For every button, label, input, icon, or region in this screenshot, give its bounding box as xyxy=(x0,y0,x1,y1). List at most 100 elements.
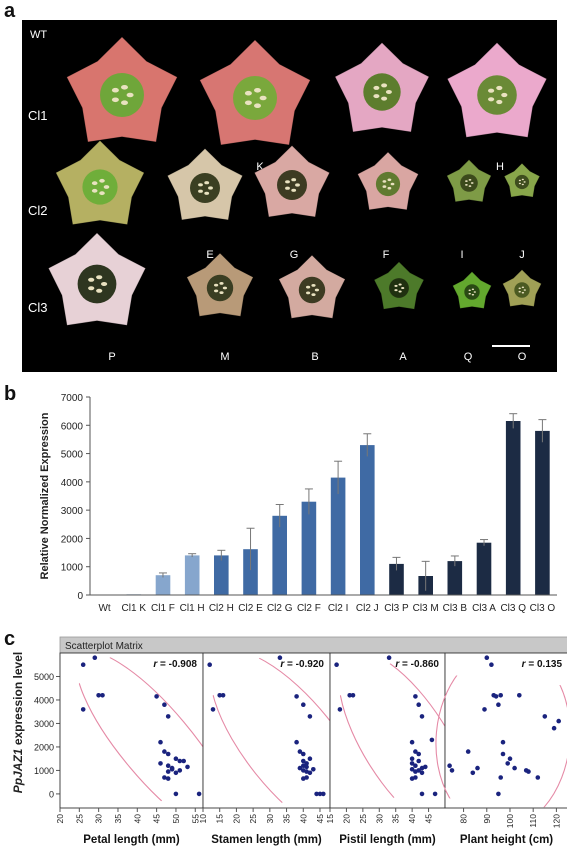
scatter-x-tick-label: 40 xyxy=(298,814,308,824)
scatter-point xyxy=(409,776,415,781)
scatter-point xyxy=(165,763,171,768)
scatter-x-tick-label: 25 xyxy=(248,814,258,824)
scatter-point xyxy=(500,751,506,757)
bar xyxy=(301,501,317,595)
flower-anther xyxy=(465,184,468,186)
photo-label-row1: Cl1 xyxy=(28,108,48,123)
scatter-point xyxy=(429,737,435,743)
flower-label: A xyxy=(399,351,407,363)
bar-y-tick-label: 2000 xyxy=(61,534,84,545)
scatter-point xyxy=(210,707,216,712)
flower-anther xyxy=(382,185,387,188)
scatter-point xyxy=(350,693,356,698)
flower-anther xyxy=(99,178,105,183)
scatter-panel-frame xyxy=(444,652,567,809)
panel-letter-a: a xyxy=(4,0,16,22)
scatterplot-matrix: Scatterplot Matrix PpJAZ1 expression lev… xyxy=(11,636,567,846)
scatter-x-tick-label: 15 xyxy=(215,814,225,824)
correlation-r-symbol: r xyxy=(522,659,527,670)
flower-anther xyxy=(521,183,524,186)
photo-label-wt: WT xyxy=(30,29,47,41)
flower-anther xyxy=(96,275,103,280)
flower-label: K xyxy=(256,161,264,173)
correlation-label: r = -0.920 xyxy=(280,659,324,670)
photo-label-row3: Cl3 xyxy=(28,300,48,315)
scatter-point xyxy=(498,693,504,698)
flower-anther xyxy=(259,95,267,101)
flower-anther xyxy=(470,182,474,184)
flower-anther xyxy=(401,287,405,289)
photo-label-row2: Cl2 xyxy=(28,203,48,218)
scatter-x-axis-label: Plant height (cm) xyxy=(460,834,553,846)
flower-anther xyxy=(214,283,219,287)
flower-anther xyxy=(394,289,398,292)
bar-x-tick-label: Cl3 A xyxy=(472,603,496,614)
scatter-x-axis-label: Stamen length (mm) xyxy=(211,834,322,846)
bar-y-tick-label: 5000 xyxy=(61,450,84,461)
panel-letter-b: b xyxy=(4,383,17,405)
scatter-point xyxy=(307,756,313,761)
bar-x-tick-label: Cl3 P xyxy=(384,603,409,614)
scatter-x-tick-label: 80 xyxy=(459,814,469,824)
scatter-x-tick-label: 30 xyxy=(265,814,275,824)
flower-anther xyxy=(96,288,103,293)
correlation-r-symbol: r xyxy=(153,659,158,670)
expression-bar-chart: Relative Normalized Expression 0 1000 2000… xyxy=(39,393,557,614)
flower-anther xyxy=(390,182,395,186)
scatter-x-tick-label: 40 xyxy=(132,814,142,824)
flower-anther xyxy=(204,191,210,195)
flower-anther xyxy=(285,186,290,190)
correlation-value: = -0.908 xyxy=(157,659,197,670)
flower-anther xyxy=(381,96,388,101)
flower-anther xyxy=(291,178,297,182)
flower-anther xyxy=(471,288,475,291)
scatter-point xyxy=(196,791,202,797)
flower-anther xyxy=(468,289,471,292)
scatter-x-tick-label: 25 xyxy=(358,814,368,824)
scatter-point xyxy=(419,791,425,797)
flower-center xyxy=(100,73,144,117)
flower-anther xyxy=(523,181,526,183)
flower-label: I xyxy=(460,249,463,261)
flower-center xyxy=(190,173,220,203)
correlation-label: r = -0.860 xyxy=(395,659,439,670)
bar-x-tick-label: Cl2 F xyxy=(297,603,321,614)
scatter-x-tick-label: 100 xyxy=(505,814,515,828)
scatter-point xyxy=(419,714,425,719)
flower-anther xyxy=(468,185,472,188)
scatter-point xyxy=(165,714,171,719)
scatter-point xyxy=(423,764,428,770)
scatter-y-tick-label: 5000 xyxy=(34,672,54,682)
correlation-value: = 0.135 xyxy=(526,659,563,670)
bar xyxy=(505,421,521,595)
scatter-panel-frame xyxy=(202,652,331,809)
scatter-point xyxy=(416,768,422,773)
flower-anther xyxy=(488,97,495,102)
flower-anther xyxy=(244,90,252,96)
flower-anther xyxy=(314,288,319,292)
bar-x-tick-label: Cl2 I xyxy=(328,603,349,614)
scatter-panels: r = -0.908 20 25 30 35 40 45 50 55 Petal length (… xyxy=(55,649,567,846)
bar-x-tick-label: Cl2 H xyxy=(209,603,234,614)
scatter-point xyxy=(173,770,179,776)
scatter-x-axis-label: Pistil length (mm) xyxy=(339,834,436,846)
scatter-point xyxy=(496,702,501,707)
scatter-point xyxy=(301,768,306,773)
flower-label: E xyxy=(206,249,213,261)
scatter-point xyxy=(419,770,425,776)
bar-x-tick-label: Cl3 B xyxy=(443,603,468,614)
flower-anther xyxy=(126,92,134,98)
scatter-point xyxy=(484,655,490,660)
bar xyxy=(184,555,200,595)
scatter-point xyxy=(311,767,316,772)
scatter-point xyxy=(80,707,86,712)
scatter-point xyxy=(301,758,306,764)
scatter-point xyxy=(217,693,222,698)
scatter-x-tick-label: 10 xyxy=(198,814,208,824)
scatter-point xyxy=(347,693,353,698)
scatter-y-tick-label: 2000 xyxy=(34,742,54,752)
correlation-value: = -0.920 xyxy=(284,659,324,670)
flower-anther xyxy=(99,191,105,196)
bar xyxy=(214,555,229,595)
flower-group: KFHHEGFIJPMBAQO xyxy=(47,36,548,363)
